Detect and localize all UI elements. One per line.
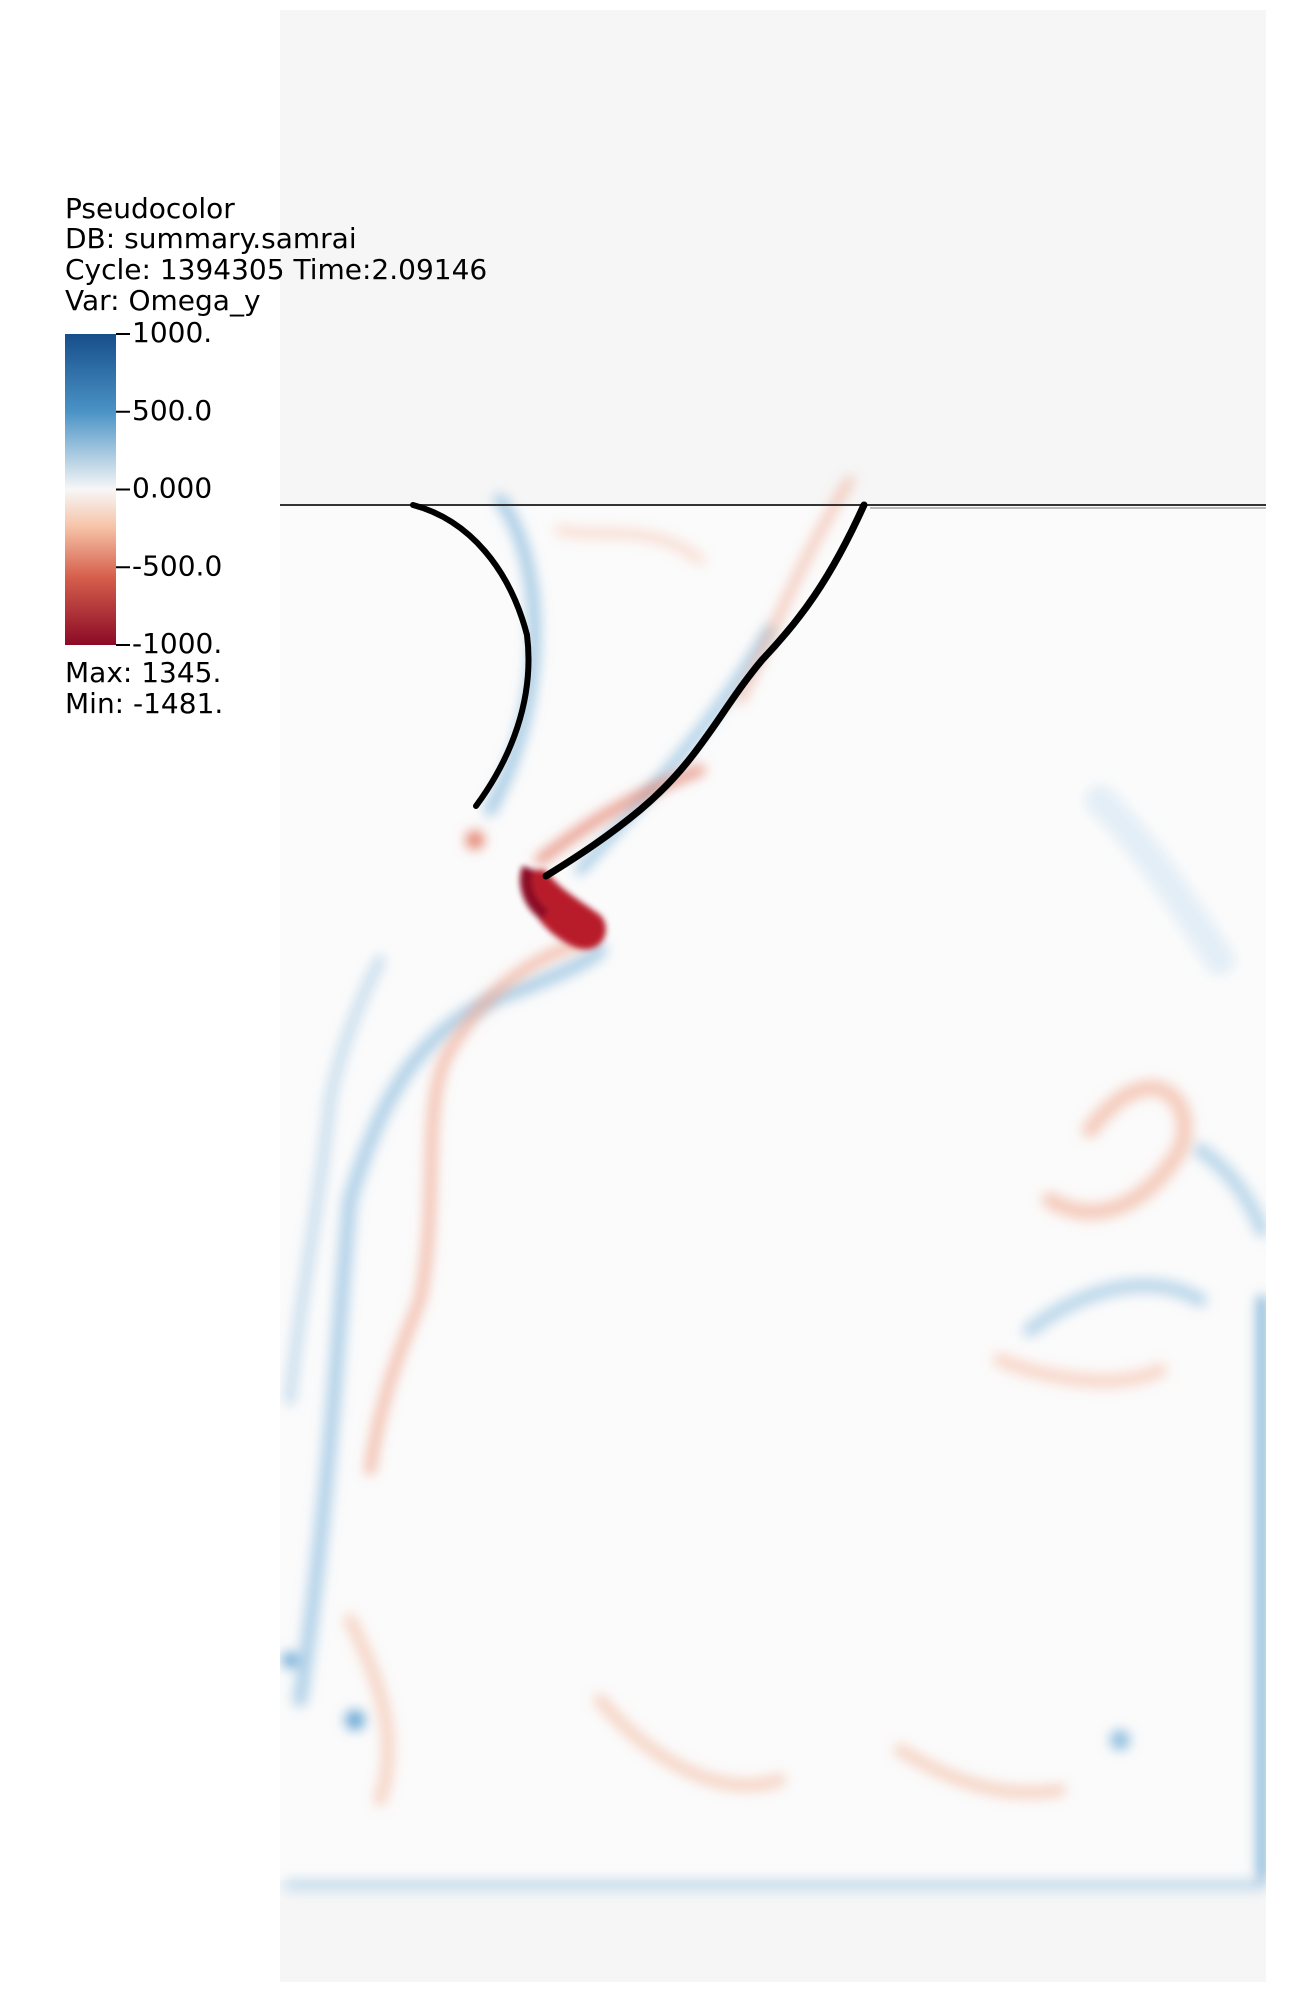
database: DB: summary.samrai	[65, 222, 357, 255]
tip-vortex	[520, 866, 606, 950]
colorbar-tick-label: -500.0	[132, 549, 222, 582]
right-fiber	[542, 501, 868, 880]
colorbar-tick-label: -1000.	[132, 627, 222, 660]
variable: Var: Omega_y	[65, 284, 261, 317]
colorbar-ticks: 1000. 500.0 0.000 -500.0 -1000.	[116, 316, 222, 660]
plot-type: Pseudocolor	[65, 192, 235, 225]
cycle-time: Cycle: 1394305 Time:2.09146	[65, 253, 487, 286]
flow-field	[280, 10, 1266, 1982]
colorbar-tick-label: 1000.	[132, 316, 212, 349]
legend: Pseudocolor DB: summary.samrai Cycle: 13…	[65, 192, 487, 720]
fluid-region	[280, 505, 1266, 1880]
left-fiber	[410, 502, 532, 809]
min-value: Min: -1481.	[65, 687, 223, 720]
colorbar-tick-label: 0.000	[132, 472, 212, 505]
colorbar	[65, 334, 116, 645]
colorbar-tick-label: 500.0	[132, 394, 212, 427]
max-value: Max: 1345.	[65, 656, 221, 689]
